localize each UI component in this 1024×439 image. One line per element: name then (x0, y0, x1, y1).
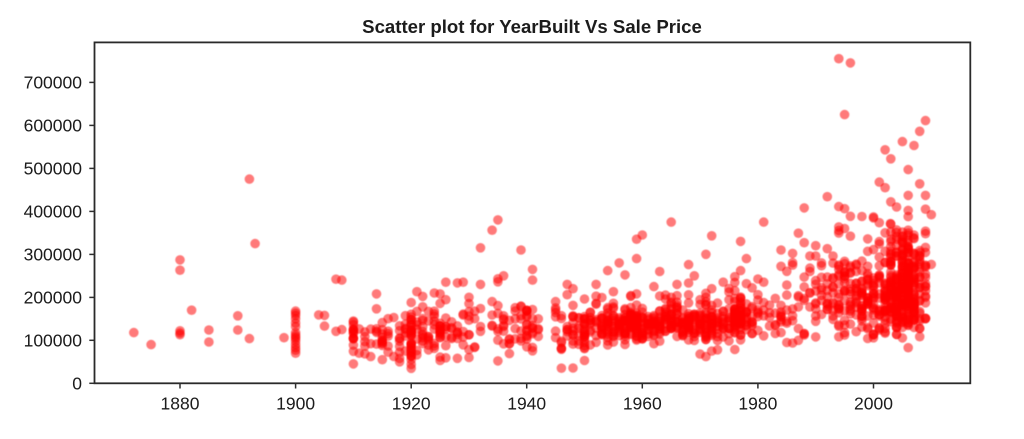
svg-text:500000: 500000 (24, 158, 83, 178)
svg-text:1980: 1980 (738, 394, 777, 414)
svg-text:300000: 300000 (24, 244, 83, 264)
svg-text:2000: 2000 (854, 394, 893, 414)
svg-text:1900: 1900 (276, 394, 315, 414)
svg-text:1880: 1880 (161, 394, 200, 414)
svg-text:200000: 200000 (24, 287, 83, 307)
svg-text:600000: 600000 (24, 115, 83, 135)
svg-text:700000: 700000 (24, 72, 83, 92)
svg-text:1960: 1960 (623, 394, 662, 414)
svg-text:400000: 400000 (24, 201, 83, 221)
svg-text:1920: 1920 (392, 394, 431, 414)
svg-text:100000: 100000 (24, 330, 83, 350)
svg-text:Scatter plot for YearBuilt Vs: Scatter plot for YearBuilt Vs Sale Price (362, 16, 702, 37)
svg-text:0: 0 (72, 373, 82, 393)
svg-text:1940: 1940 (507, 394, 546, 414)
